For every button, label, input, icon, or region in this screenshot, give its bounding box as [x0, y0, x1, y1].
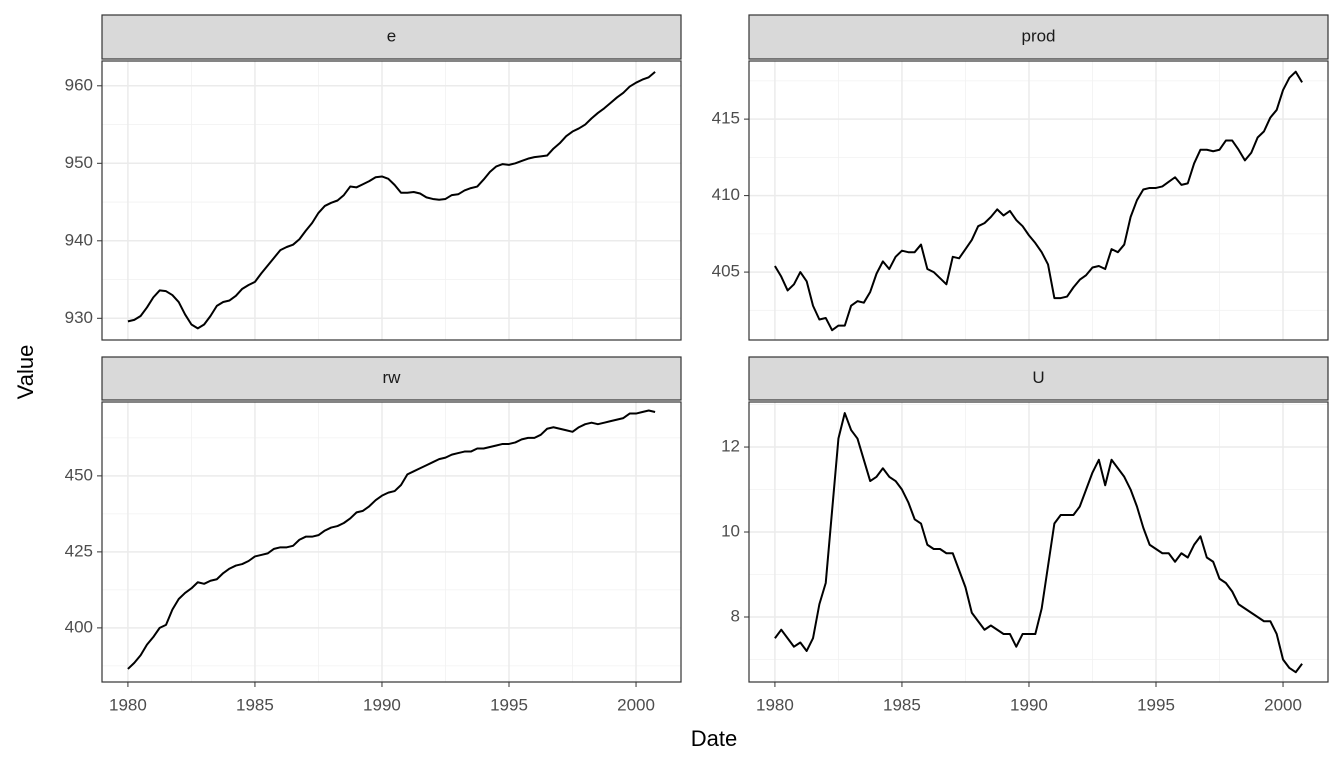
- panel-background: [749, 61, 1328, 340]
- x-tick-label: 2000: [1264, 695, 1302, 714]
- y-tick-label: 10: [721, 521, 740, 540]
- panel-border: [748, 401, 1329, 683]
- x-tick-label: 1990: [1010, 695, 1048, 714]
- x-tick-label: 1985: [883, 695, 921, 714]
- y-tick-label: 940: [65, 230, 93, 249]
- panel-border: [101, 401, 682, 683]
- strip-label: U: [1032, 368, 1044, 387]
- data-line: [127, 409, 656, 670]
- x-tick-label: 1990: [363, 695, 401, 714]
- y-tick-label: 12: [721, 437, 740, 456]
- x-tick-label: 1995: [490, 695, 528, 714]
- panel-background: [102, 61, 681, 340]
- y-tick-label: 950: [65, 153, 93, 172]
- data-line: [774, 70, 1303, 332]
- y-tick-label: 450: [65, 465, 93, 484]
- x-tick-label: 1985: [236, 695, 274, 714]
- panel-border: [101, 60, 682, 341]
- data-line: [127, 71, 656, 330]
- y-tick-label: 930: [65, 308, 93, 327]
- strip: [748, 356, 1329, 401]
- y-tick-label: 960: [65, 75, 93, 94]
- strip: [748, 14, 1329, 60]
- panel-border: [748, 60, 1329, 341]
- x-tick-label: 2000: [617, 695, 655, 714]
- x-tick-label: 1980: [109, 695, 147, 714]
- strip: [101, 14, 682, 60]
- y-tick-label: 415: [712, 109, 740, 128]
- y-tick-label: 400: [65, 617, 93, 636]
- strip-label: rw: [383, 368, 402, 387]
- y-tick-label: 8: [731, 606, 740, 625]
- panel-background: [749, 402, 1328, 682]
- x-axis-title: Date: [691, 726, 737, 751]
- y-axis-title: Value: [13, 345, 38, 400]
- x-tick-label: 1995: [1137, 695, 1175, 714]
- x-tick-label: 1980: [756, 695, 794, 714]
- data-line: [774, 412, 1303, 674]
- y-tick-label: 405: [712, 262, 740, 281]
- panel-background: [102, 402, 681, 682]
- strip-label: e: [387, 26, 396, 45]
- strip: [101, 356, 682, 401]
- y-tick-label: 410: [712, 185, 740, 204]
- strip-label: prod: [1021, 26, 1055, 45]
- y-tick-label: 425: [65, 541, 93, 560]
